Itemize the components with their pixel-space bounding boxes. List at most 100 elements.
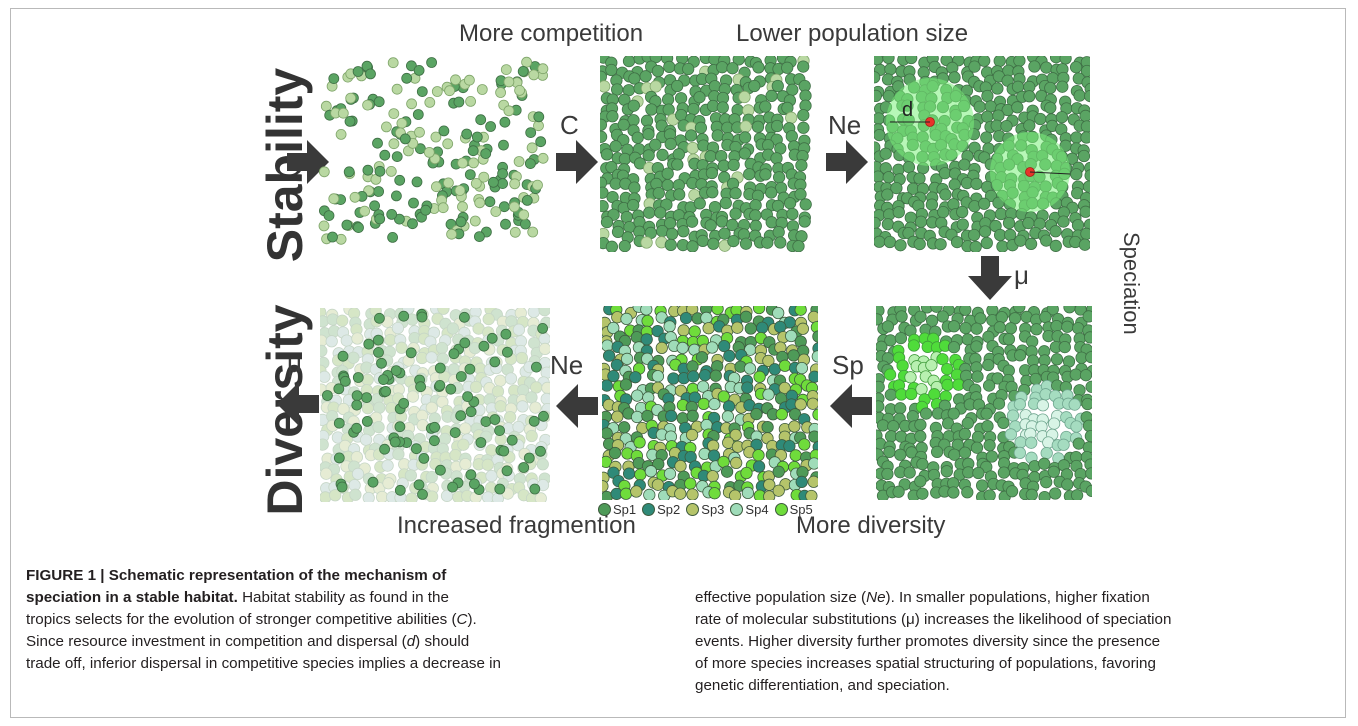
individual-dot: [956, 218, 969, 231]
individual-dot: [642, 128, 655, 141]
legend-label-sp3: Sp3: [701, 502, 725, 517]
individual-dot: [723, 349, 736, 363]
individual-dot: [381, 121, 392, 133]
individual-dot: [506, 434, 518, 446]
individual-dot: [785, 130, 798, 143]
individual-dot: [351, 467, 365, 481]
individual-dot: [1084, 89, 1090, 103]
individual-dot: [1025, 488, 1038, 500]
individual-dot: [980, 407, 993, 420]
individual-dot: [374, 213, 386, 225]
individual-dot: [799, 198, 812, 211]
individual-dot: [796, 322, 810, 335]
individual-dot: [1070, 168, 1083, 181]
individual-dot: [405, 492, 418, 502]
individual-dot: [1059, 56, 1072, 65]
individual-dot: [462, 391, 474, 402]
legend-dot-sp1: [598, 503, 611, 516]
individual-dot: [359, 433, 373, 446]
individual-dot: [438, 432, 452, 446]
individual-dot: [983, 489, 996, 500]
individual-dot: [446, 228, 458, 240]
individual-dot: [661, 167, 674, 180]
individual-dot: [536, 458, 549, 471]
individual-dot: [394, 174, 406, 186]
individual-dot: [455, 371, 467, 382]
individual-dot: [407, 218, 418, 230]
legend-label-sp2: Sp2: [657, 502, 681, 517]
individual-dot: [320, 344, 328, 358]
individual-dot: [887, 420, 900, 433]
individual-dot: [600, 148, 614, 161]
individual-dot: [333, 383, 345, 395]
individual-dot: [958, 446, 972, 459]
caption-left-column: FIGURE 1 | Schematic representation of t…: [26, 565, 621, 675]
individual-dot: [352, 372, 364, 383]
individual-dot: [435, 464, 446, 476]
individual-dot: [503, 105, 515, 117]
individual-dot: [664, 137, 677, 151]
individual-dot: [1055, 111, 1069, 124]
individual-dot: [328, 193, 340, 205]
symbol-mu-left: μ: [287, 348, 302, 378]
individual-dot: [1014, 234, 1027, 247]
individual-dot: [1040, 446, 1053, 460]
individual-dot: [661, 178, 674, 192]
individual-dot: [425, 351, 438, 364]
individual-dot: [611, 410, 624, 423]
individual-dot: [785, 329, 798, 343]
individual-dot: [339, 375, 351, 387]
individual-dot: [905, 56, 918, 65]
individual-dot: [797, 60, 810, 73]
individual-dot: [391, 151, 403, 162]
caption-title-end: speciation in a stable habitat.: [26, 589, 238, 606]
individual-dot: [475, 114, 487, 126]
individual-dot: [663, 60, 676, 74]
individual-dot: [876, 419, 890, 432]
arrow-right-population-icon: [826, 140, 868, 184]
individual-dot: [673, 188, 686, 201]
individual-dot: [1056, 80, 1069, 93]
individual-dot: [1069, 368, 1082, 381]
individual-dot: [874, 235, 886, 248]
individual-dot: [464, 169, 476, 180]
individual-dot: [380, 386, 392, 397]
individual-dot: [322, 390, 333, 401]
individual-dot: [607, 321, 620, 335]
individual-dot: [414, 126, 425, 138]
individual-dot: [600, 215, 614, 229]
individual-dot: [526, 142, 538, 154]
individual-dot: [617, 118, 630, 131]
individual-dot: [884, 388, 897, 401]
individual-dot: [450, 74, 461, 86]
individual-dot: [349, 488, 362, 501]
individual-dot: [807, 475, 818, 488]
individual-dot: [485, 121, 497, 132]
individual-dot: [642, 149, 655, 162]
individual-dot: [785, 111, 798, 124]
individual-dot: [652, 457, 665, 471]
individual-dot: [327, 231, 338, 243]
individual-dot: [1070, 489, 1084, 500]
individual-dot: [759, 168, 772, 181]
individual-dot: [467, 145, 479, 157]
individual-dot: [1013, 349, 1027, 362]
individual-dot: [738, 147, 752, 160]
individual-dot: [519, 218, 531, 230]
individual-dot: [772, 465, 785, 478]
individual-dot: [883, 368, 897, 381]
individual-dot: [509, 226, 521, 238]
individual-dot: [627, 99, 640, 112]
caption-line: rate of molecular substitutions (μ) incr…: [695, 609, 1290, 631]
individual-dot: [490, 206, 502, 218]
individual-dot: [970, 340, 983, 353]
individual-dot: [1071, 219, 1085, 232]
individual-dot: [1025, 436, 1038, 449]
individual-dot: [961, 486, 974, 499]
panel-lower-population-size: d: [874, 56, 1090, 252]
individual-dot: [382, 477, 395, 490]
individual-dot: [473, 231, 485, 243]
individual-dot: [527, 226, 539, 238]
dispersal-d-label: d: [902, 99, 913, 121]
individual-dot: [741, 486, 755, 500]
